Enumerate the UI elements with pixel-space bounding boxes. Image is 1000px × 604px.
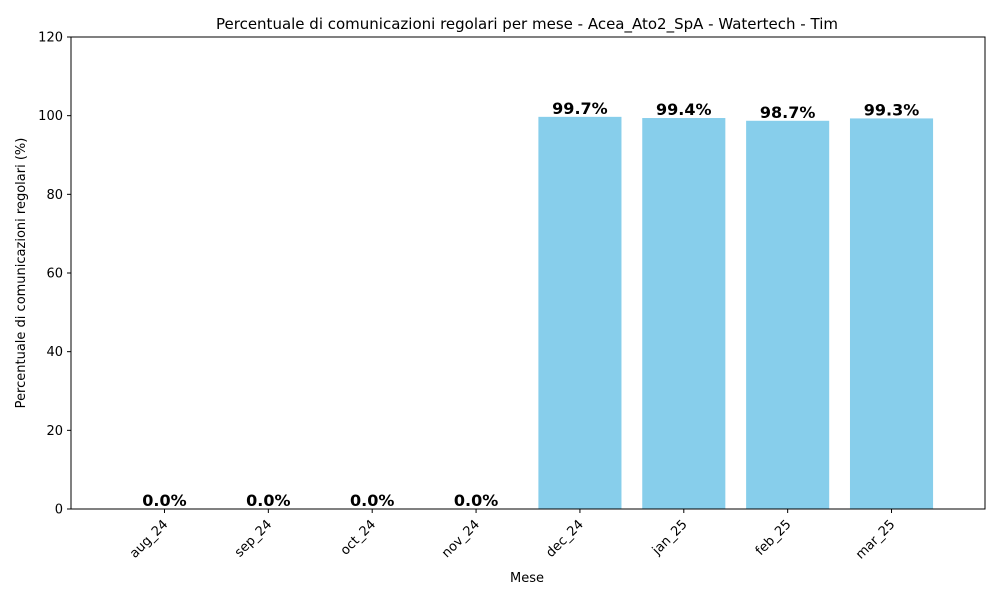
chart-title: Percentuale di comunicazioni regolari pe… bbox=[216, 15, 838, 34]
bar-value-label-feb_25: 98.7% bbox=[760, 103, 816, 122]
y-tick-label-100: 100 bbox=[38, 109, 63, 124]
y-tick-label-120: 120 bbox=[38, 31, 63, 46]
x-axis: aug_24 sep_24 oct_24 nov_24 dec_24 jan_25 feb_… bbox=[127, 509, 898, 562]
y-tick-label-20: 20 bbox=[46, 424, 63, 439]
bar-value-label-sep_24: 0.0% bbox=[246, 491, 290, 510]
x-tick-label-feb_25: feb_25 bbox=[753, 517, 795, 559]
bar-labels-layer: 0.0% 0.0% 0.0% 0.0% 99.7% 99.4% 98.7% 99.3% bbox=[142, 99, 919, 510]
x-tick-label-nov_24: nov_24 bbox=[439, 517, 483, 561]
bar-value-label-aug_24: 0.0% bbox=[142, 491, 186, 510]
y-tick-label-0: 0 bbox=[55, 503, 63, 518]
bar-mar_25 bbox=[849, 118, 934, 510]
y-axis: 0 20 40 60 80 100 120 bbox=[38, 31, 71, 518]
bar-value-label-mar_25: 99.3% bbox=[864, 100, 920, 119]
y-tick-label-80: 80 bbox=[46, 188, 63, 203]
bar-dec_24 bbox=[538, 116, 622, 509]
x-tick-label-sep_24: sep_24 bbox=[232, 517, 275, 560]
x-tick-label-mar_25: mar_25 bbox=[853, 517, 898, 562]
bar-value-label-jan_25: 99.4% bbox=[656, 100, 712, 119]
y-tick-label-60: 60 bbox=[46, 267, 63, 282]
bar-feb_25 bbox=[746, 120, 830, 509]
bar-value-label-dec_24: 99.7% bbox=[552, 99, 608, 118]
plot-frame bbox=[70, 36, 986, 510]
x-tick-label-aug_24: aug_24 bbox=[127, 517, 171, 561]
x-tick-label-jan_25: jan_25 bbox=[649, 517, 691, 559]
x-axis-label: Mese bbox=[510, 571, 544, 586]
bar-jan_25 bbox=[642, 118, 726, 509]
y-tick-label-40: 40 bbox=[46, 345, 63, 360]
bar-value-label-oct_24: 0.0% bbox=[350, 491, 394, 510]
bars-layer bbox=[538, 116, 934, 510]
y-axis-label: Percentuale di comunicazioni regolari (%… bbox=[14, 138, 29, 409]
x-tick-label-oct_24: oct_24 bbox=[338, 517, 379, 558]
x-tick-label-dec_24: dec_24 bbox=[543, 517, 586, 560]
bar-value-label-nov_24: 0.0% bbox=[454, 491, 498, 510]
